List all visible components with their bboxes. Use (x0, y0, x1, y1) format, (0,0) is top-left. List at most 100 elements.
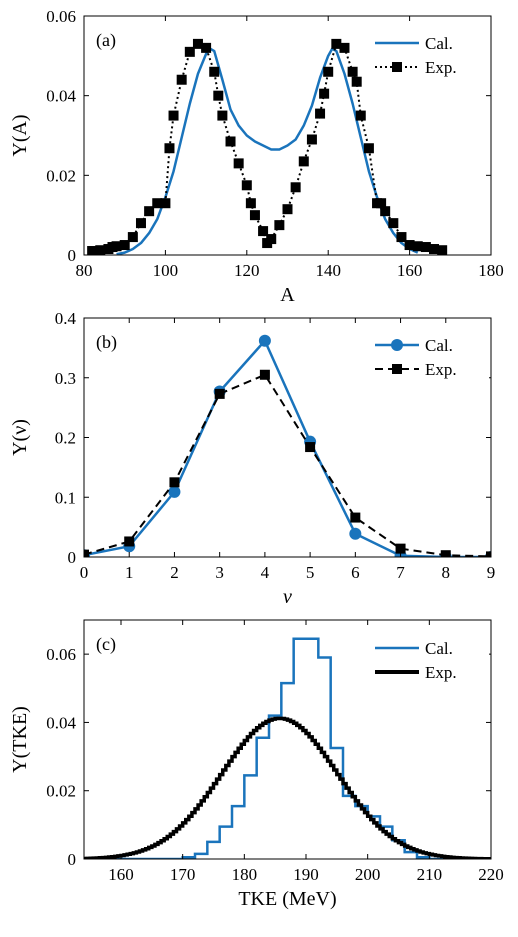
x-tick-label: 120 (234, 261, 260, 280)
data-layer (87, 38, 448, 255)
data-point (396, 232, 407, 243)
x-tick-label: 0 (80, 563, 89, 582)
x-tick-label: 180 (232, 865, 258, 884)
y-tick-label: 0.02 (46, 782, 76, 801)
data-point (437, 245, 448, 255)
data-point (347, 66, 358, 77)
x-tick-label: 100 (153, 261, 179, 280)
series-step-exp (84, 716, 491, 859)
y-tick-label: 0.06 (46, 7, 76, 26)
data-point (258, 334, 271, 347)
data-point (282, 204, 293, 215)
data-point (305, 442, 316, 453)
data-point (225, 136, 236, 147)
y-tick-label: 0.2 (55, 429, 76, 448)
x-tick-label: 140 (315, 261, 341, 280)
data-point (168, 110, 179, 121)
data-point (290, 182, 301, 193)
x-tick-label: 80 (76, 261, 93, 280)
data-point (376, 198, 387, 209)
panel-b: 0 1 2 3 4 5 6 7 8 9 0 0.1 0.2 0.3 0.4 ν Y(ν) (b) Cal. Exp. (9, 309, 496, 608)
data-point (350, 512, 361, 523)
data-point (363, 143, 374, 154)
data-point (152, 198, 163, 209)
x-tick-label: 190 (293, 865, 319, 884)
data-point (245, 198, 256, 209)
data-point (87, 246, 98, 255)
x-tick-label: 2 (170, 563, 179, 582)
data-point (209, 66, 220, 77)
x-tick-label: 7 (396, 563, 405, 582)
data-point (176, 74, 187, 85)
data-point (217, 110, 228, 121)
data-point (319, 88, 330, 99)
data-point (274, 220, 285, 231)
x-axis-label: ν (283, 586, 292, 608)
legend-label: Cal. (425, 34, 453, 53)
panel-label: (c) (96, 634, 116, 655)
data-point (168, 485, 181, 498)
legend-box (371, 331, 489, 385)
data-point (135, 218, 146, 229)
x-tick-label: 4 (261, 563, 270, 582)
data-point (192, 38, 203, 49)
data-point (214, 388, 225, 399)
y-axis-label: Y(A) (9, 114, 31, 156)
x-tick-label: 5 (306, 563, 315, 582)
legend-label: Exp. (425, 360, 457, 379)
data-point (298, 156, 309, 167)
y-tick-label: 0.02 (46, 166, 76, 185)
data-point (429, 244, 440, 255)
y-tick-label: 0.4 (55, 309, 77, 328)
data-point (349, 527, 362, 540)
data-point (380, 206, 391, 217)
data-point (351, 76, 362, 87)
panel-a: 80 100 120 140 160 180 0 0.02 0.04 0.06 A Y(A) (a) Ca… (9, 7, 504, 306)
data-point (395, 543, 406, 554)
data-point (331, 38, 342, 49)
data-point (169, 477, 180, 488)
data-point (164, 143, 175, 154)
data-layer (84, 334, 491, 557)
y-tick-label: 0.04 (46, 713, 76, 732)
legend-label: Cal. (425, 639, 453, 658)
x-tick-label: 210 (417, 865, 443, 884)
data-point (144, 206, 155, 217)
data-point (258, 226, 269, 237)
plot-frame (83, 619, 492, 860)
y-tick-label: 0.1 (55, 488, 76, 507)
x-tick-label: 3 (215, 563, 224, 582)
legend-label: Cal. (425, 336, 453, 355)
data-point (266, 234, 277, 245)
data-point (388, 218, 399, 229)
data-point (111, 241, 122, 252)
panel-label: (b) (96, 332, 117, 353)
series-line-exp (84, 373, 491, 557)
series-line-cal (116, 47, 419, 255)
x-tick-label: 9 (487, 563, 496, 582)
y-tick-label: 0 (68, 548, 77, 567)
data-point (127, 232, 138, 243)
data-point (241, 180, 252, 191)
data-point (323, 66, 334, 77)
x-tick-label: 160 (397, 261, 423, 280)
x-tick-label: 220 (478, 865, 504, 884)
data-point (201, 42, 212, 53)
x-axis-label: A (280, 284, 295, 306)
data-point (119, 240, 130, 251)
x-tick-label: 180 (478, 261, 504, 280)
x-tick-label: 170 (170, 865, 196, 884)
x-tick-label: 8 (442, 563, 451, 582)
x-tick-label: 200 (355, 865, 381, 884)
panel-c: 160 170 180 190 200 210 220 0 0.02 0.04 0.06 TKE (M… (9, 619, 504, 910)
data-point (259, 369, 270, 380)
data-point (306, 134, 317, 145)
legend-marker (392, 62, 402, 72)
data-point (412, 241, 423, 252)
data-point (339, 42, 350, 53)
y-axis-label: Y(ν) (9, 419, 31, 456)
y-tick-label: 0.3 (55, 369, 76, 388)
data-point (315, 108, 326, 119)
legend-box (371, 29, 489, 83)
